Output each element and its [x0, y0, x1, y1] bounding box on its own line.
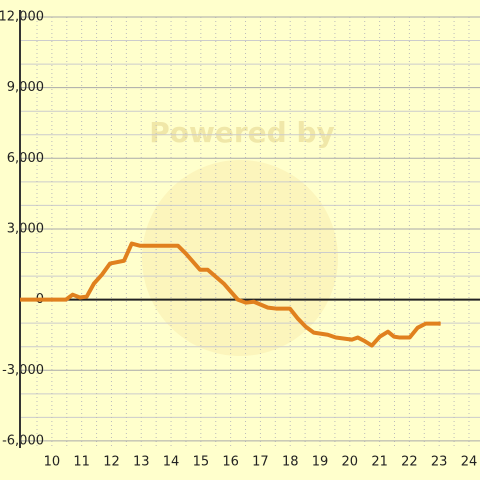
x-tick-label: 16 — [222, 455, 239, 470]
x-tick-label: 17 — [252, 455, 269, 470]
y-tick-label: 9,000 — [7, 80, 44, 95]
watermark: Powered by — [142, 116, 338, 356]
x-tick-label: 13 — [133, 455, 150, 470]
y-tick-label: 3,000 — [7, 221, 44, 236]
y-tick-label: -6,000 — [2, 433, 44, 448]
x-tick-label: 14 — [163, 455, 180, 470]
watermark-text: Powered by — [149, 116, 335, 149]
x-tick-label: 22 — [401, 455, 418, 470]
x-tick-label: 11 — [73, 455, 90, 470]
y-tick-label: 6,000 — [7, 151, 44, 166]
y-tick-label: -3,000 — [2, 363, 44, 378]
y-tick-label: 12,000 — [0, 10, 44, 25]
x-tick-label: 10 — [44, 455, 61, 470]
x-tick-label: 18 — [282, 455, 299, 470]
x-tick-label: 23 — [431, 455, 448, 470]
x-tick-label: 21 — [371, 455, 388, 470]
x-tick-label: 24 — [461, 455, 478, 470]
x-tick-label: 12 — [103, 455, 120, 470]
x-tick-label: 20 — [342, 455, 359, 470]
x-tick-label: 19 — [312, 455, 329, 470]
x-tick-label: 15 — [193, 455, 210, 470]
line-series — [20, 241, 441, 348]
